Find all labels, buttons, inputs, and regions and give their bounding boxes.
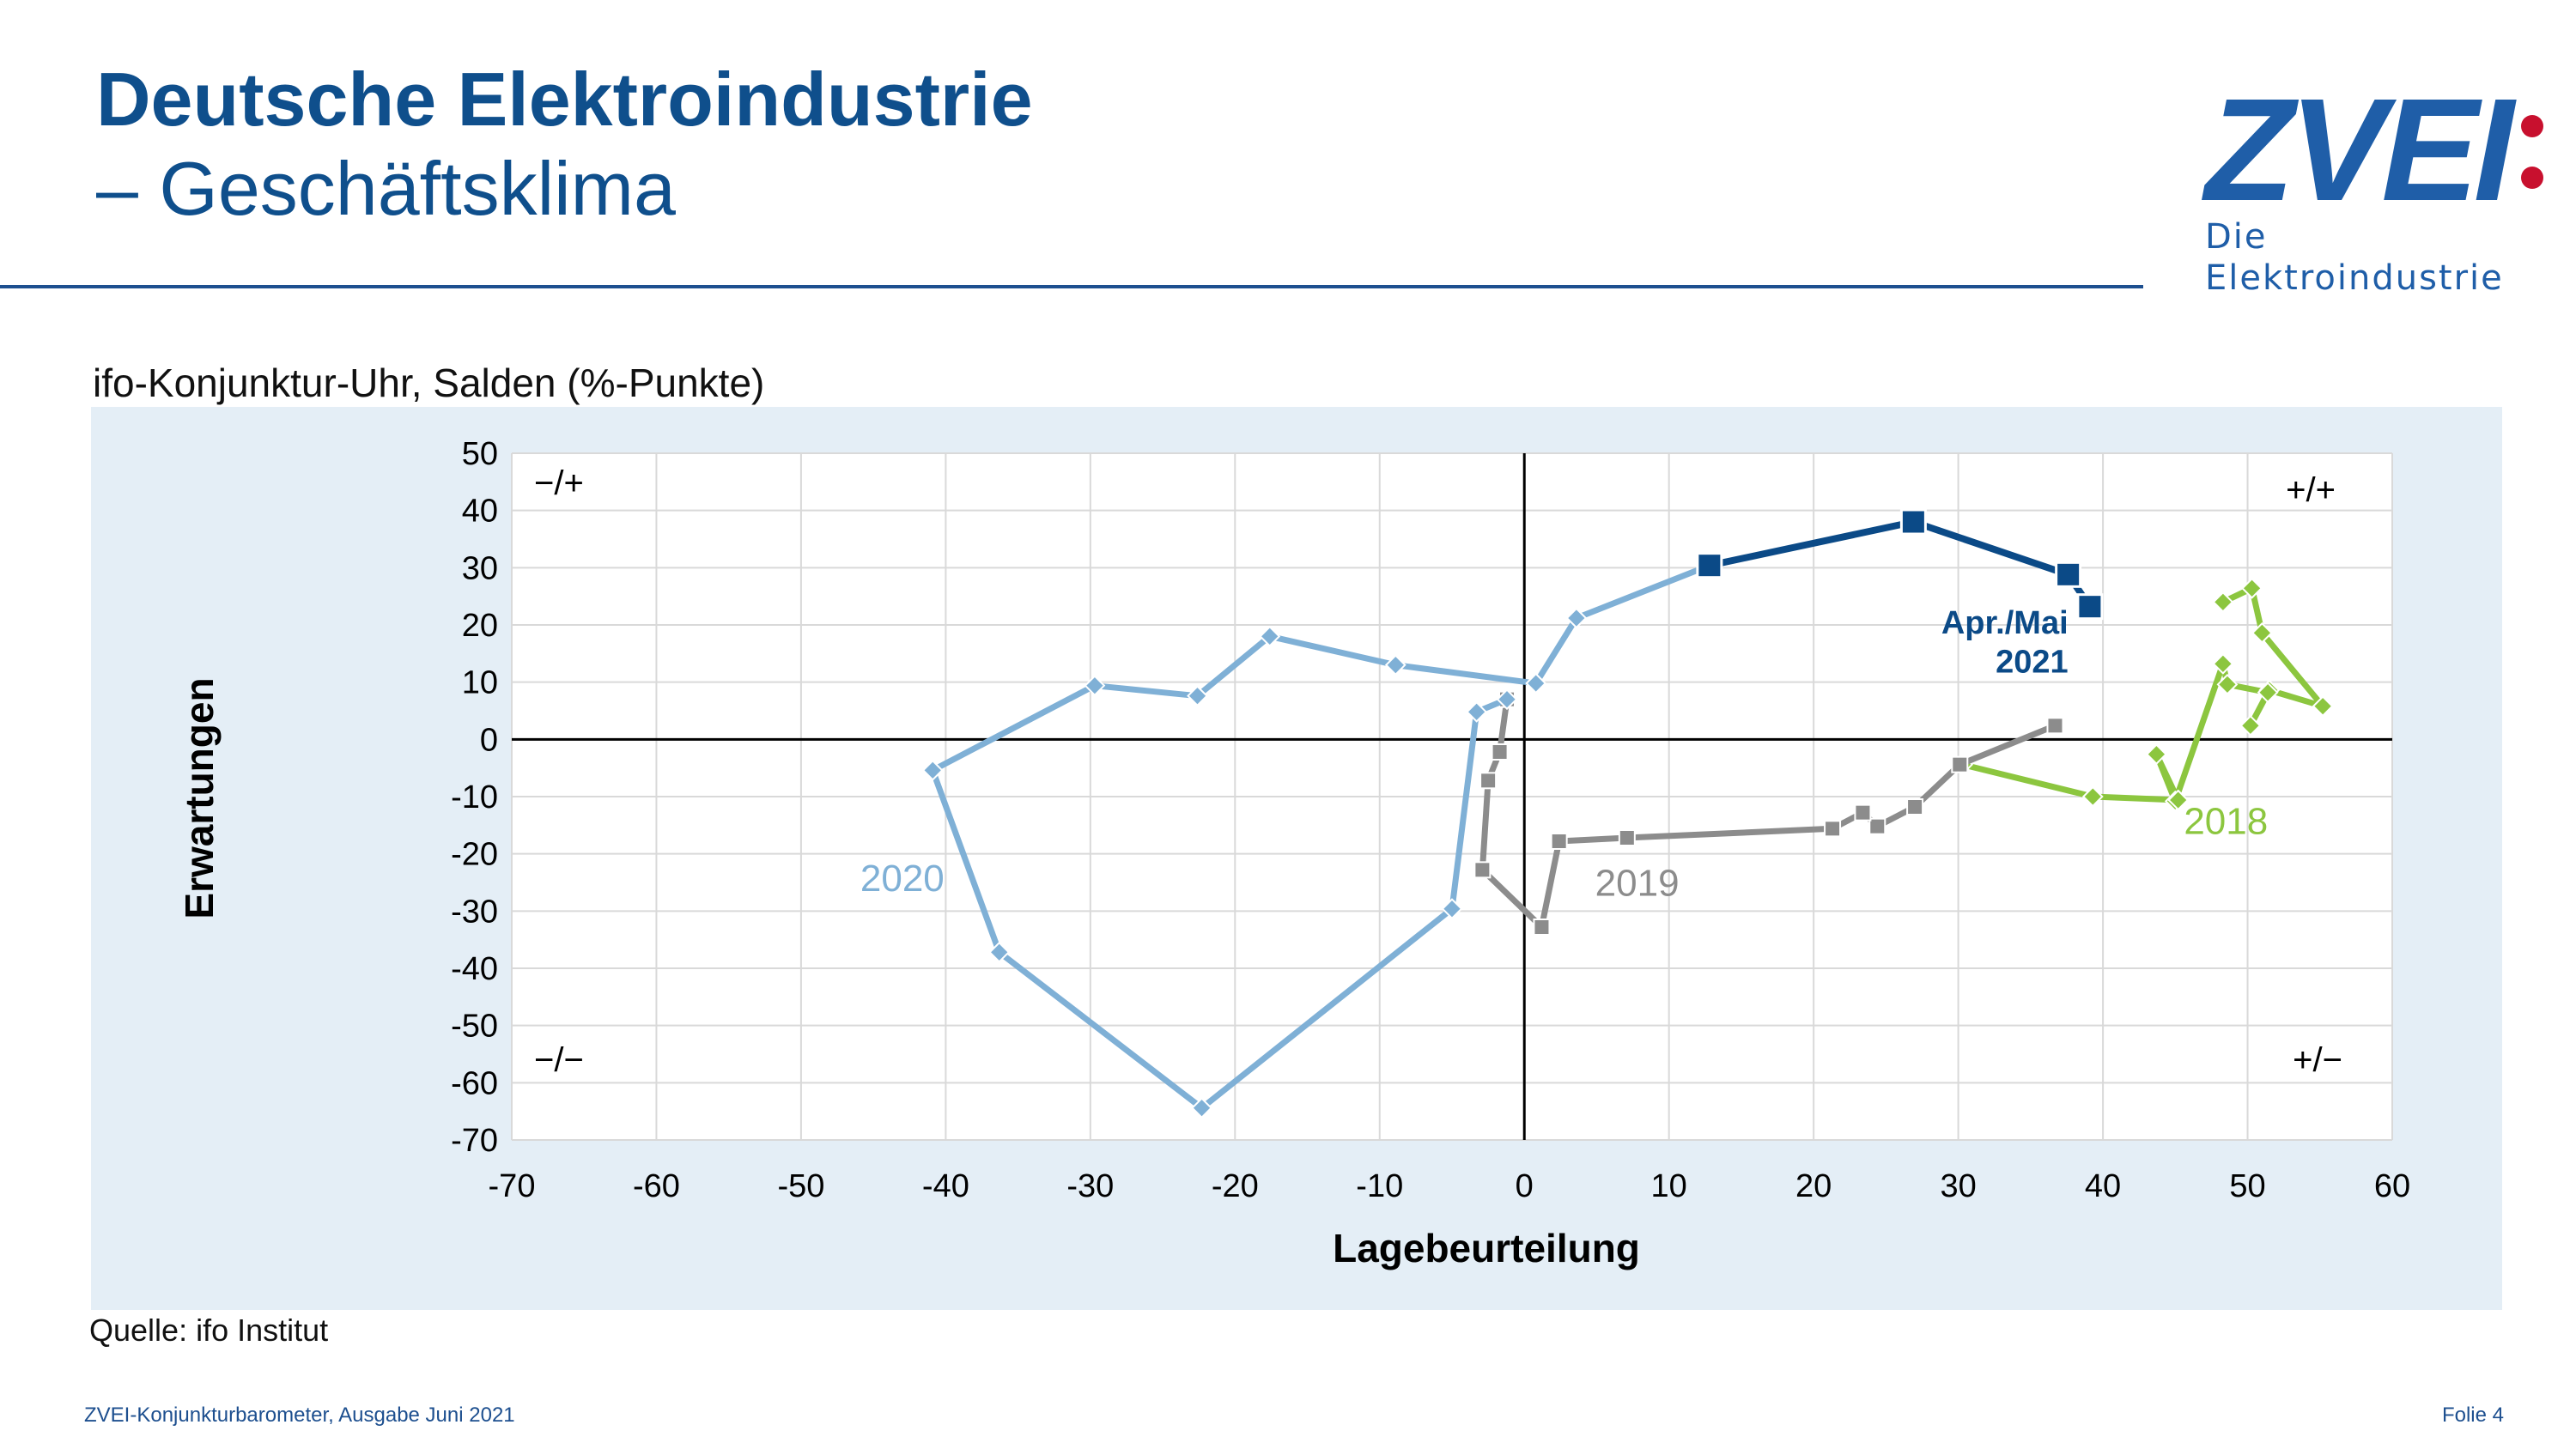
x-tick-label: 50 [2229,1168,2265,1204]
data-point [921,759,944,781]
annotation-line-2: 2021 [1996,644,2069,680]
data-point [2212,591,2234,613]
data-point [2312,695,2334,718]
data-point [1854,803,1872,822]
data-point [1441,898,1463,920]
y-tick-label: -30 [451,894,498,930]
y-tick-label: 10 [462,665,498,701]
data-point [1565,607,1588,629]
chart-heading: ifo-Konjunktur-Uhr, Salden (%-Punkte) [93,361,765,405]
data-point [2076,593,2104,621]
data-point [1491,743,1509,761]
y-tick-label: 20 [462,608,498,644]
footer-publication: ZVEI-Konjunkturbarometer, Ausgabe Juni 2… [84,1404,515,1427]
x-tick-label: 20 [1795,1168,1832,1204]
data-point [1384,654,1406,676]
y-tick-label: 40 [462,494,498,530]
data-point [1868,817,1886,835]
data-point [1473,861,1492,879]
x-tick-label: 0 [1516,1168,1534,1204]
data-point [1479,772,1498,790]
y-axis-label: Erwartungen [177,677,222,919]
y-tick-label: -10 [451,779,498,815]
data-point [1618,829,1636,846]
x-axis-label: Lagebeurteilung [1333,1226,1640,1270]
x-tick-label: -40 [922,1168,969,1204]
data-point [1824,820,1842,838]
quadrant-label-bottom-left: −/− [534,1041,584,1079]
source-note: Quelle: ifo Institut [89,1313,329,1348]
y-tick-label: -70 [451,1123,498,1159]
data-point [1084,675,1106,697]
data-point [2212,652,2234,675]
x-tick-label: -30 [1066,1168,1114,1204]
data-point [2239,714,2262,737]
data-point [2081,785,2104,808]
data-point [1696,552,1723,579]
quadrant-label-bottom-right: +/− [2293,1041,2342,1079]
series-label-2018: 2018 [2184,800,2268,842]
quadrant-label-top-left: −/+ [534,464,584,502]
logo-wordmark: ZVEI [2205,69,2514,232]
data-point [1191,1097,1212,1119]
data-point [1899,508,1927,536]
data-point [2046,717,2064,735]
y-tick-label: -20 [451,837,498,873]
data-point [2257,682,2279,704]
zvei-logo: ZVEI Die Elektroindustrie [2181,69,2543,298]
x-tick-label: -20 [1212,1168,1259,1204]
data-point [1533,919,1551,936]
logo-tagline: Die Elektroindustrie [2205,217,2504,298]
x-tick-label: -50 [777,1168,824,1204]
x-tick-label: 30 [1940,1168,1976,1204]
data-point [2167,789,2190,811]
data-point [1259,625,1281,647]
page-title: Deutsche Elektroindustrie [96,57,1033,142]
data-point [988,941,1011,963]
x-tick-label: 10 [1651,1168,1687,1204]
data-point [1466,700,1488,723]
data-point [1187,685,1208,707]
x-tick-label: 40 [2085,1168,2121,1204]
x-tick-label: -70 [489,1168,536,1204]
data-point [1906,798,1924,815]
y-tick-label: 0 [480,722,498,758]
data-point [1550,833,1568,850]
data-point [1525,672,1547,694]
y-tick-label: -60 [451,1065,498,1101]
series-label-2019: 2019 [1595,862,1680,904]
data-point [2055,561,2082,588]
data-point [2241,577,2263,599]
header-divider [0,285,2143,288]
data-point [2145,743,2167,766]
data-point [1951,755,1969,773]
data-point [2216,673,2239,695]
y-tick-label: -40 [451,951,498,987]
y-tick-label: 50 [462,436,498,472]
data-point [2251,621,2273,644]
data-point [1496,688,1518,711]
footer-slide-number: Folie 4 [2441,1404,2504,1427]
annotation-line-1: Apr./Mai [1941,605,2069,641]
series-line-current [1709,518,2093,609]
y-tick-label: -50 [451,1009,498,1045]
x-tick-label: 60 [2374,1168,2410,1204]
x-tick-label: -60 [633,1168,680,1204]
x-tick-label: -10 [1356,1168,1403,1204]
y-tick-label: 30 [462,550,498,586]
quadrant-label-top-right: +/+ [2286,471,2336,509]
page-subtitle: – Geschäftsklima [96,146,676,231]
series-label-2020: 2020 [860,858,945,900]
